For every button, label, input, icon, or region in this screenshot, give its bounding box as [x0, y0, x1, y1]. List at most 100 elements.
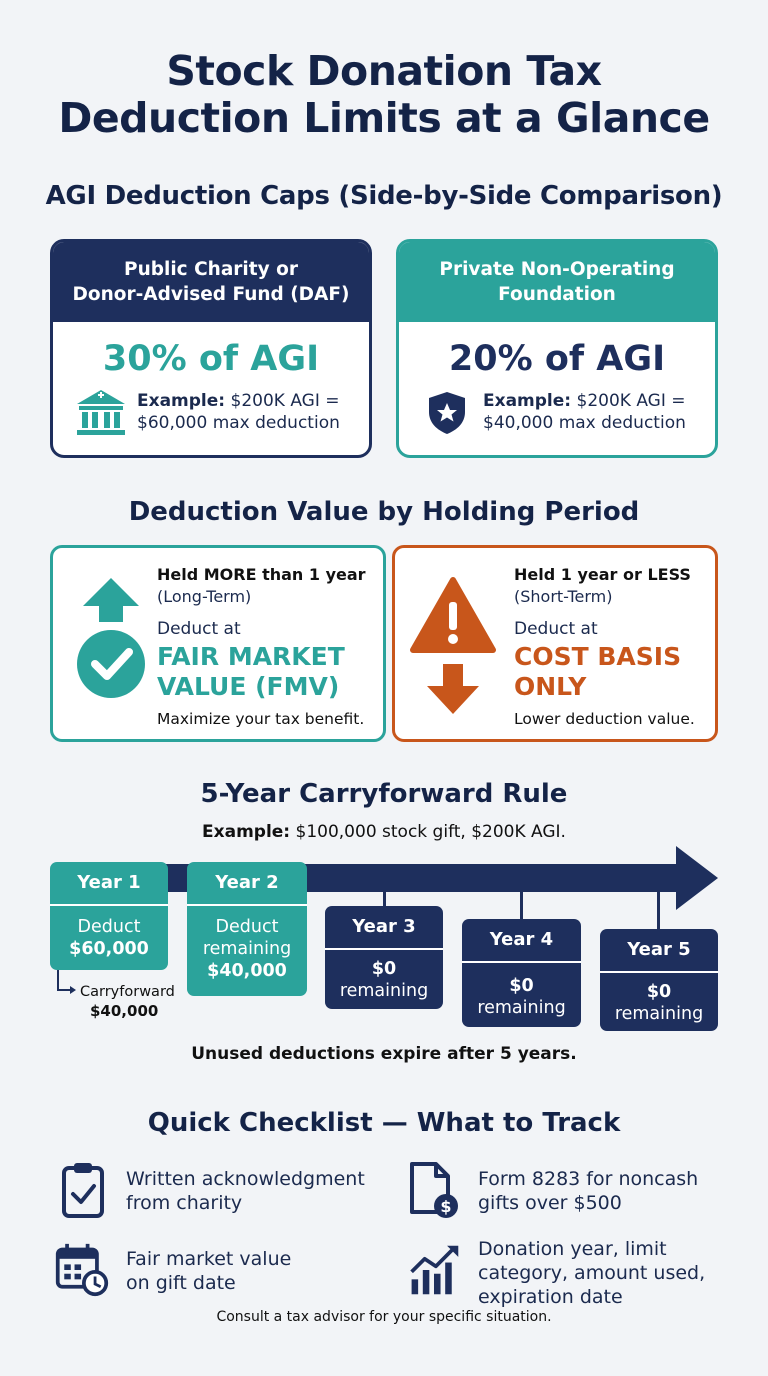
arrow-up-check-icon: [77, 578, 145, 698]
year-3-divider: [325, 948, 443, 950]
short-term-title: Held 1 year or LESS: [514, 565, 691, 584]
short-term-card: Held 1 year or LESS (Short-Term) Deduct …: [392, 545, 718, 742]
private-example-rest: $200K AGI =: [571, 391, 686, 411]
carryforward-example: Example: $100,000 stock gift, $200K AGI.: [0, 822, 768, 842]
checklist-item-4: Donation year, limit category, amount us…: [478, 1237, 705, 1309]
year-4-box: Year 4 $0 remaining: [462, 919, 581, 1027]
long-term-value-line-2: VALUE (FMV): [157, 672, 340, 701]
checklist-item-4-line-3: expiration date: [478, 1286, 623, 1308]
private-foundation-percentage: 20% of AGI: [448, 339, 666, 379]
long-term-card: Held MORE than 1 year (Long-Term) Deduct…: [50, 545, 386, 742]
carryforward-example-label: Example:: [202, 822, 291, 842]
short-term-value: COST BASIS ONLY: [514, 642, 714, 702]
checklist-item-3-line-2: on gift date: [126, 1272, 236, 1294]
year-1-amount: $60,000: [69, 939, 149, 959]
year-1-box: Year 1 Deduct $60,000: [50, 862, 168, 970]
year-1-body: Deduct $60,000: [50, 906, 168, 960]
document-dollar-icon: $: [410, 1162, 458, 1218]
year-3-label: Year 3: [352, 916, 416, 937]
year-4-body: $0 remaining: [462, 963, 581, 1019]
title-line-2: Deduction Limits at a Glance: [58, 94, 710, 142]
checklist-heading: Quick Checklist — What to Track: [147, 1108, 621, 1138]
checklist-item-2: Form 8283 for noncash gifts over $500: [478, 1167, 698, 1215]
year-5-line-1: remaining: [614, 1004, 704, 1024]
public-charity-example: Example: $200K AGI = $60,000 max deducti…: [53, 386, 369, 438]
year-5-box: Year 5 $0 remaining: [600, 929, 718, 1031]
expire-note: Unused deductions expire after 5 years.: [191, 1044, 577, 1064]
shield-star-icon: [429, 392, 465, 434]
year-2-line-1: Deduct: [215, 917, 279, 937]
year-4-label: Year 4: [489, 929, 554, 950]
year-3-amount: $0: [371, 959, 397, 979]
private-foundation-example-text: Example: $200K AGI = $40,000 max deducti…: [483, 390, 686, 434]
warning-arrow-down-icon: [410, 577, 496, 714]
public-charity-card-header: Public Charity or Donor-Advised Fund (DA…: [53, 242, 369, 322]
year-1-label: Year 1: [77, 872, 141, 893]
year-1-line-1: Deduct: [77, 917, 141, 937]
public-charity-title-line-1: Public Charity or: [124, 259, 298, 280]
year-2-line-2: remaining: [202, 939, 292, 959]
checklist-item-3: Fair market value on gift date: [126, 1247, 291, 1295]
short-term-subtitle: (Short-Term): [514, 587, 613, 606]
long-term-text: Held MORE than 1 year (Long-Term) Deduct…: [157, 564, 377, 730]
private-foundation-example: Example: $200K AGI = $40,000 max deducti…: [399, 386, 715, 438]
footer-disclaimer: Consult a tax advisor for your specific …: [216, 1309, 552, 1325]
page-title: Stock Donation Tax Deduction Limits at a…: [0, 48, 768, 142]
year-4-divider: [462, 961, 581, 963]
short-term-text: Held 1 year or LESS (Short-Term) Deduct …: [514, 564, 714, 730]
bank-icon: [77, 390, 125, 435]
short-term-deduct-label: Deduct at: [514, 619, 598, 639]
title-line-1: Stock Donation Tax: [166, 47, 602, 95]
private-example-line-2: $40,000 max deduction: [483, 413, 686, 433]
long-term-value-line-1: FAIR MARKET: [157, 642, 345, 671]
carryforward-heading: 5-Year Carryforward Rule: [200, 779, 568, 809]
private-foundation-card-header: Private Non-Operating Foundation: [399, 242, 715, 322]
year-5-body: $0 remaining: [600, 973, 718, 1025]
year-5-amount: $0: [646, 982, 672, 1002]
year-2-body: Deduct remaining $40,000: [187, 906, 307, 982]
public-charity-percentage: 30% of AGI: [102, 339, 320, 379]
checklist-item-3-line-1: Fair market value: [126, 1248, 292, 1270]
checklist-item-1: Written acknowledgment from charity: [126, 1167, 365, 1215]
long-term-note: Maximize your tax benefit.: [157, 710, 365, 728]
year-4-line-1: remaining: [477, 998, 566, 1018]
holding-section-heading: Deduction Value by Holding Period: [128, 497, 640, 527]
checklist-item-1-line-1: Written acknowledgment: [126, 1168, 365, 1190]
carryforward-example-rest: $100,000 stock gift, $200K AGI.: [290, 822, 566, 842]
svg-text:$: $: [440, 1197, 451, 1216]
checklist-item-2-line-1: Form 8283 for noncash: [478, 1168, 699, 1190]
year-2-amount: $40,000: [207, 961, 287, 981]
checklist-item-4-line-1: Donation year, limit: [478, 1238, 667, 1260]
public-charity-card: Public Charity or Donor-Advised Fund (DA…: [50, 239, 372, 458]
year-1-divider: [50, 904, 168, 906]
private-foundation-card: Private Non-Operating Foundation 20% of …: [396, 239, 718, 458]
public-charity-example-text: Example: $200K AGI = $60,000 max deducti…: [137, 390, 340, 434]
year-3-line-1: remaining: [339, 981, 429, 1001]
checklist-item-1-line-2: from charity: [126, 1192, 243, 1214]
long-term-value: FAIR MARKET VALUE (FMV): [157, 642, 377, 702]
public-example-label: Example:: [137, 391, 226, 411]
private-example-label: Example:: [483, 391, 572, 411]
year-4-amount: $0: [509, 976, 534, 996]
year-3-body: $0 remaining: [325, 950, 443, 1002]
public-example-rest: $200K AGI =: [225, 391, 340, 411]
checklist-item-4-line-2: category, amount used,: [478, 1262, 706, 1284]
calendar-clock-icon: [55, 1243, 109, 1297]
public-example-line-2: $60,000 max deduction: [137, 413, 340, 433]
carryforward-amount: $40,000: [90, 1002, 159, 1020]
year-5-label: Year 5: [627, 939, 691, 960]
long-term-subtitle: (Long-Term): [157, 587, 252, 606]
checklist-item-2-line-2: gifts over $500: [478, 1192, 622, 1214]
carryforward-label: Carryforward: [80, 984, 175, 1000]
year-2-box: Year 2 Deduct remaining $40,000: [187, 862, 307, 996]
private-foundation-title-line-1: Private Non-Operating: [439, 259, 675, 280]
year-3-box: Year 3 $0 remaining: [325, 906, 443, 1009]
year-2-label: Year 2: [215, 872, 279, 893]
year-2-divider: [187, 904, 307, 906]
long-term-title: Held MORE than 1 year: [157, 565, 366, 584]
chart-up-icon: [410, 1245, 459, 1295]
short-term-value-line-2: ONLY: [514, 672, 587, 701]
agi-section-heading: AGI Deduction Caps (Side-by-Side Compari…: [45, 181, 723, 211]
clipboard-check-icon: [62, 1163, 104, 1218]
year-5-divider: [600, 971, 718, 973]
